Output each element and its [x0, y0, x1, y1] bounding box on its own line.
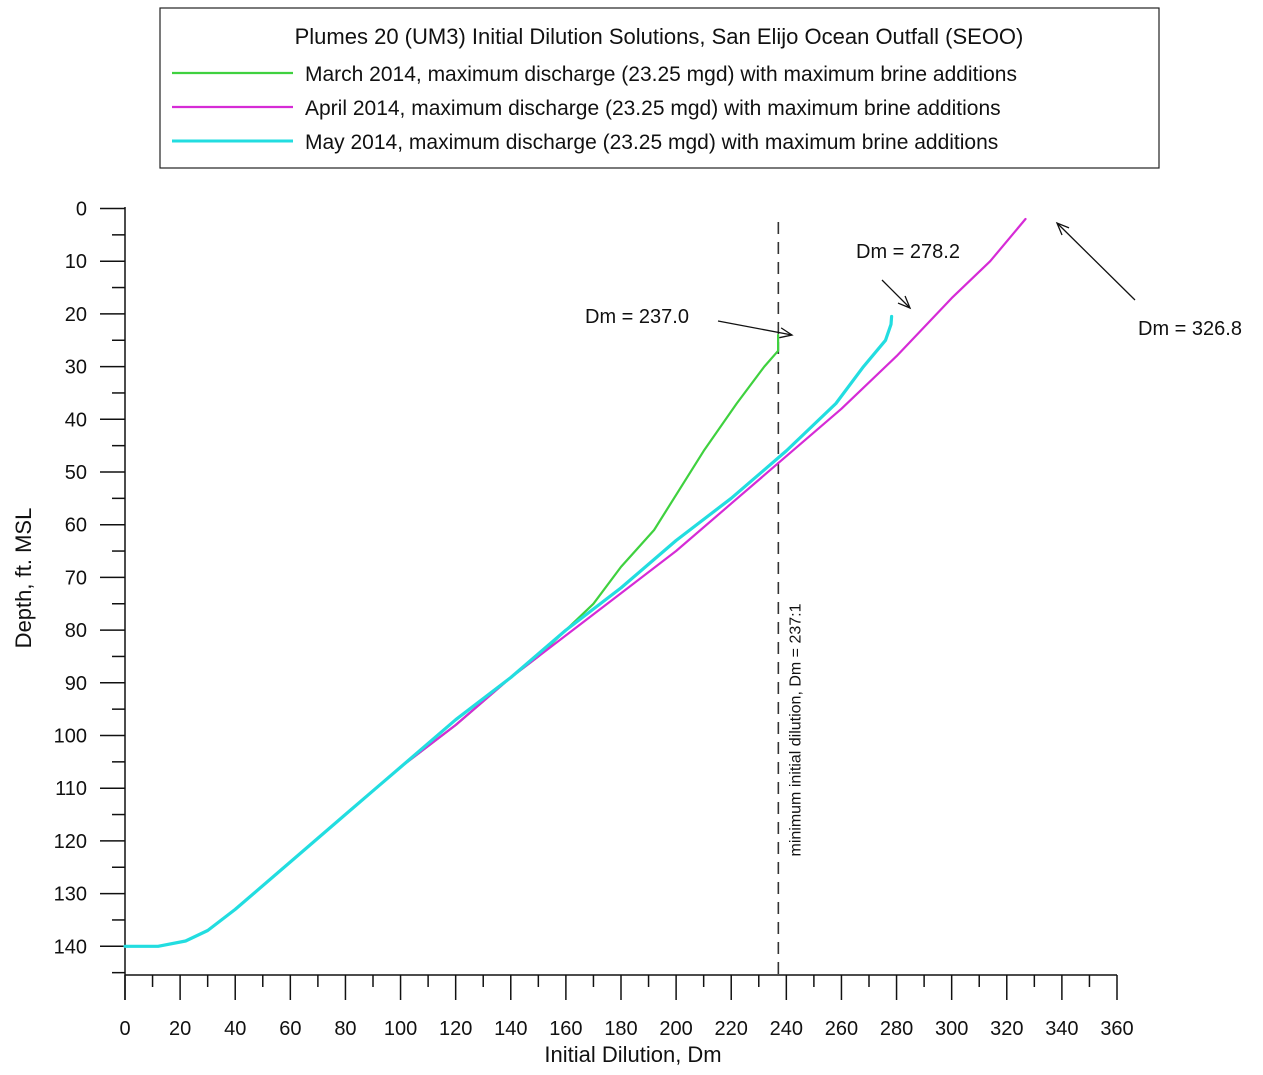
y-tick-label: 60	[65, 515, 87, 537]
legend-box	[159, 7, 1160, 169]
legend-title: Plumes 20 (UM3) Initial Dilution Solutio…	[295, 24, 1024, 49]
annotation-arrowhead-1	[779, 327, 794, 339]
y-tick-label: 30	[65, 357, 87, 379]
x-axis-label: Initial Dilution, Dm	[544, 1042, 721, 1067]
y-tick-label: 40	[65, 409, 87, 431]
y-tick-label: 130	[54, 884, 87, 906]
reference-line-label: minimum initial dilution, Dm = 237:1	[787, 603, 804, 856]
annotation-arrow-2	[881, 279, 911, 309]
x-tick-label: 260	[825, 1018, 858, 1040]
legend: Plumes 20 (UM3) Initial Dilution Solutio…	[159, 7, 1160, 169]
y-axis-label: Depth, ft. MSL	[11, 508, 36, 649]
x-tick-label: 140	[494, 1018, 527, 1040]
x-tick-label: 60	[279, 1018, 301, 1040]
y-tick-label: 20	[65, 304, 87, 326]
x-tick-label: 120	[439, 1018, 472, 1040]
annotations-group: Dm = 237.0 Dm = 278.2 Dm = 326.8	[585, 221, 1242, 340]
x-tick-label: 100	[384, 1018, 417, 1040]
x-tick-label: 40	[224, 1018, 246, 1040]
series-group	[123, 217, 1027, 948]
x-tick-label: 200	[659, 1018, 692, 1040]
annotation-arrowhead-3	[1055, 221, 1070, 236]
x-tick-label: 180	[604, 1018, 637, 1040]
x-tick-label: 80	[334, 1018, 356, 1040]
legend-entry-1: March 2014, maximum discharge (23.25 mgd…	[305, 63, 1017, 86]
x-tick-label: 300	[935, 1018, 968, 1040]
annotation-label-1: Dm = 237.0	[585, 306, 689, 328]
y-tick-label: 70	[65, 567, 87, 589]
x-tick-label: 220	[715, 1018, 748, 1040]
y-tick-label: 100	[54, 726, 87, 748]
annotation-arrowhead-2	[897, 295, 912, 310]
annotation-arrow-3	[1056, 222, 1136, 301]
x-tick-label: 0	[119, 1018, 130, 1040]
x-tick-label: 340	[1045, 1018, 1078, 1040]
y-tick-label: 50	[65, 462, 87, 484]
annotation-arrow-1	[717, 320, 793, 336]
legend-entry-2: April 2014, maximum discharge (23.25 mgd…	[305, 97, 1001, 120]
y-tick-label: 10	[65, 251, 87, 273]
y-tick-label: 110	[55, 778, 87, 800]
y-tick-label: 90	[65, 673, 87, 695]
y-tick-label: 140	[54, 936, 87, 958]
x-tick-label: 320	[990, 1018, 1023, 1040]
x-tick-label: 240	[770, 1018, 803, 1040]
axes: 0 20 40 60 80 100 120 140 160 180 200 220 240 260 280 3…	[54, 199, 1134, 1041]
legend-entry-3: May 2014, maximum discharge (23.25 mgd) …	[305, 131, 998, 154]
x-tick-label: 160	[549, 1018, 582, 1040]
x-tick-label: 20	[169, 1018, 191, 1040]
annotation-label-3: Dm = 326.8	[1138, 318, 1242, 340]
x-tick-label: 360	[1100, 1018, 1133, 1040]
x-tick-label: 280	[880, 1018, 913, 1040]
y-tick-label: 0	[76, 199, 87, 221]
y-tick-label: 120	[54, 831, 87, 853]
y-tick-label: 80	[65, 620, 87, 642]
series-line-3	[123, 314, 894, 948]
annotation-label-2: Dm = 278.2	[856, 241, 960, 263]
series-line-1	[123, 333, 780, 948]
